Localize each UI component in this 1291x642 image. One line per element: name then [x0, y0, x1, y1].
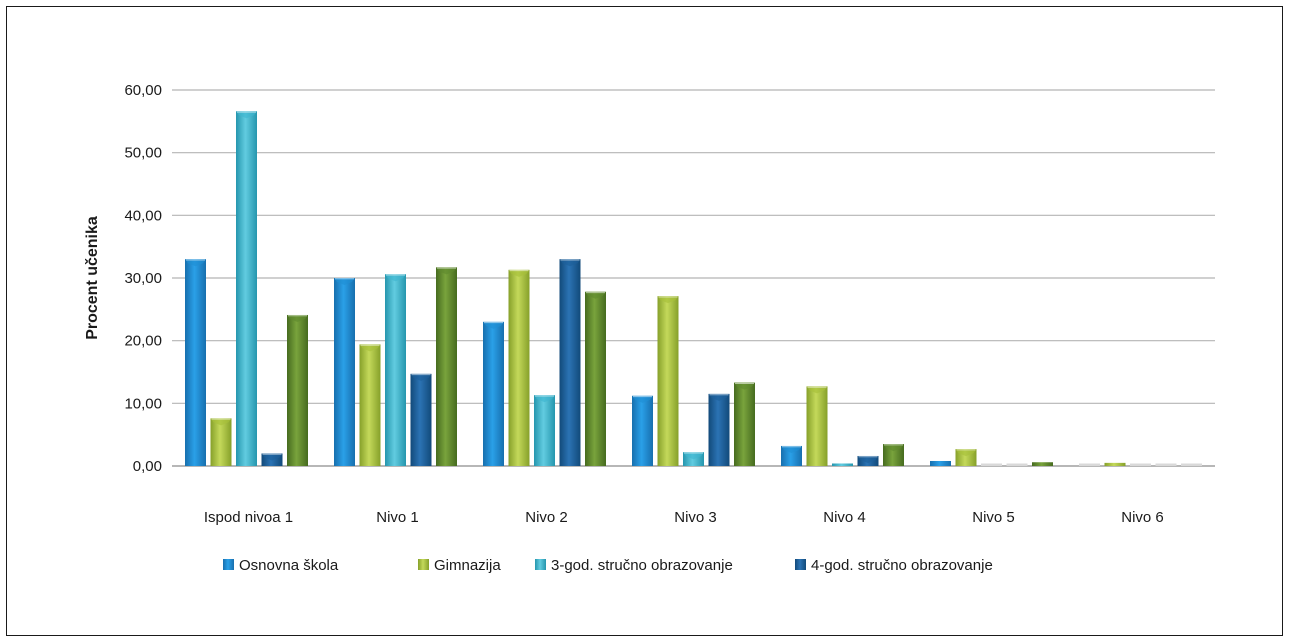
y-tick-label: 20,00	[124, 333, 162, 350]
bar	[185, 259, 206, 466]
legend-item: Osnovna škola	[223, 557, 339, 574]
bar	[708, 393, 730, 466]
legend-swatch	[795, 559, 806, 570]
bar	[410, 373, 432, 466]
x-tick-label: Nivo 5	[972, 509, 1015, 526]
bar	[806, 386, 828, 466]
bar	[210, 418, 232, 466]
bar	[1104, 462, 1126, 466]
y-tick-label: 50,00	[124, 145, 162, 162]
bar	[1032, 462, 1053, 466]
bar	[883, 444, 904, 466]
bar	[508, 269, 530, 466]
legend-swatch	[223, 559, 234, 570]
bar	[261, 453, 283, 466]
y-axis-label: Procent učenika	[84, 216, 101, 340]
bar	[585, 291, 606, 466]
y-tick-label: 30,00	[124, 270, 162, 287]
bar	[1006, 463, 1028, 466]
bar	[832, 463, 853, 466]
bar	[236, 111, 257, 466]
legend-swatch	[418, 559, 429, 570]
bar	[632, 395, 653, 466]
bar	[534, 395, 555, 466]
legend-label: 3-god. stručno obrazovanje	[551, 557, 733, 574]
legend-label: 4-god. stručno obrazovanje	[811, 557, 993, 574]
legend-label: Osnovna škola	[239, 557, 339, 574]
x-tick-label: Nivo 3	[674, 509, 717, 526]
bar	[857, 455, 879, 466]
legend-item: 4-god. stručno obrazovanje	[795, 557, 993, 574]
bar	[287, 314, 308, 466]
legend-item: Gimnazija	[418, 557, 501, 574]
bar	[1130, 463, 1151, 466]
bar	[1079, 463, 1100, 466]
y-tick-label: 10,00	[124, 395, 162, 412]
bar	[930, 460, 951, 466]
bar	[385, 274, 406, 466]
x-tick-label: Ispod nivoa 1	[204, 509, 293, 526]
bars	[185, 111, 1202, 466]
chart-frame	[6, 6, 1283, 636]
bar	[657, 296, 679, 466]
bar	[683, 452, 704, 466]
y-tick-label: 0,00	[133, 458, 162, 475]
x-tick-label: Nivo 6	[1121, 509, 1164, 526]
bar	[483, 321, 504, 466]
gridlines	[172, 89, 1215, 467]
x-tick-label: Nivo 2	[525, 509, 568, 526]
bar	[559, 259, 581, 466]
legend-swatch	[535, 559, 546, 570]
x-tick-label: Nivo 1	[376, 509, 419, 526]
bar	[981, 463, 1002, 466]
bar	[734, 382, 755, 466]
legend-item: 3-god. stručno obrazovanje	[535, 557, 733, 574]
bar	[436, 267, 457, 466]
x-tick-label: Nivo 4	[823, 509, 866, 526]
y-axis-ticks: 0,00 10,00 20,00 30,00 40,00 50,00 60,00	[124, 82, 162, 475]
legend-label: Gimnazija	[434, 557, 501, 574]
bar	[359, 344, 381, 466]
category-labels: Ispod nivoa 1 Nivo 1 Nivo 2 Nivo 3 Nivo 4 Niv…	[204, 509, 1164, 526]
y-tick-label: 60,00	[124, 82, 162, 99]
y-tick-label: 40,00	[124, 207, 162, 224]
legend: Osnovna škola Gimnazija 3-god. stručno obr…	[223, 557, 993, 574]
bar	[334, 278, 355, 466]
bar	[955, 449, 977, 466]
bar	[1181, 463, 1202, 466]
bar	[781, 445, 802, 466]
bar	[1155, 463, 1177, 466]
